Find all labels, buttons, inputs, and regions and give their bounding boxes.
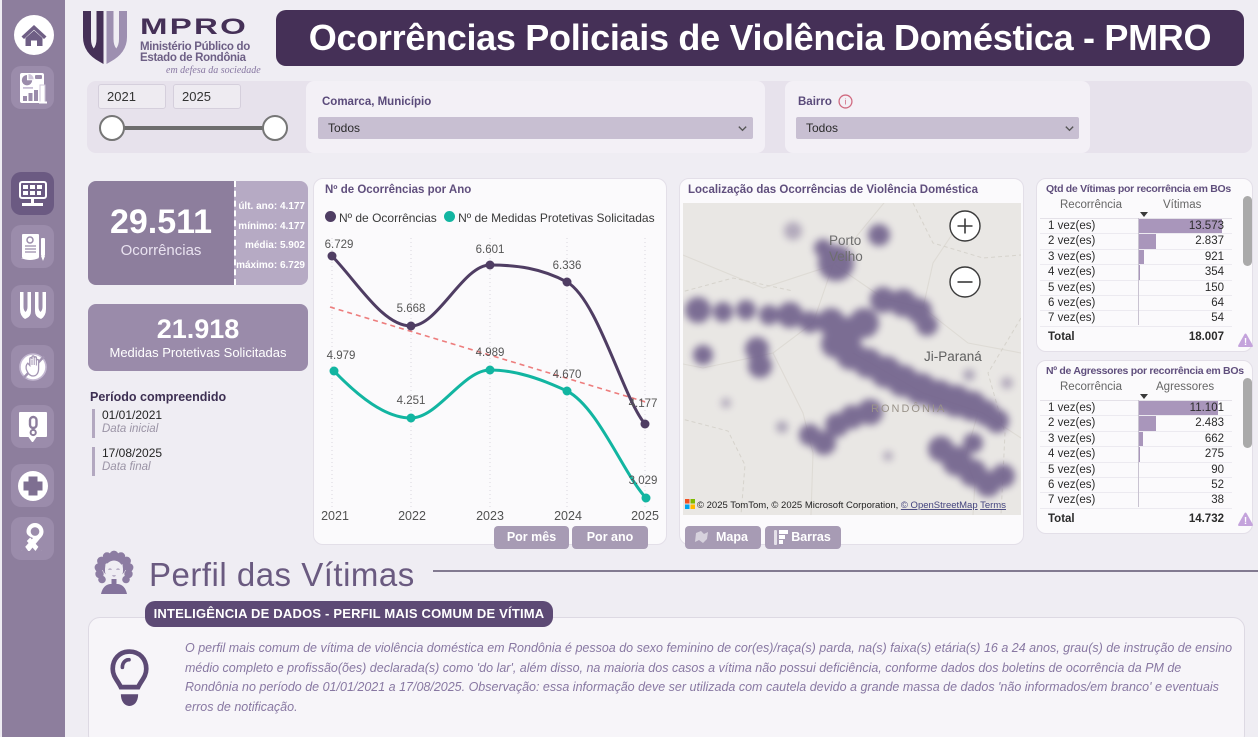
svg-text:6.729: 6.729 <box>325 239 354 251</box>
svg-text:RONDÔNIA: RONDÔNIA <box>871 402 946 415</box>
svg-text:6.601: 6.601 <box>476 244 505 256</box>
svg-text:2025: 2025 <box>631 509 659 523</box>
svg-text:2021: 2021 <box>321 509 349 523</box>
svg-text:Porto: Porto <box>829 233 861 248</box>
svg-text:2024: 2024 <box>554 509 582 523</box>
svg-text:2022: 2022 <box>398 509 426 523</box>
svg-text:6.336: 6.336 <box>553 260 582 272</box>
svg-text:4.989: 4.989 <box>476 347 505 359</box>
svg-text:2023: 2023 <box>476 509 504 523</box>
svg-text:4.251: 4.251 <box>397 395 426 407</box>
svg-text:Ji-Paraná: Ji-Paraná <box>924 349 982 364</box>
svg-text:5.668: 5.668 <box>397 303 426 315</box>
svg-text:© 2025 TomTom, © 2025 Microsof: © 2025 TomTom, © 2025 Microsoft Corporat… <box>697 500 1006 511</box>
svg-text:i: i <box>845 97 847 107</box>
svg-text:4.177: 4.177 <box>629 398 658 410</box>
svg-text:!: ! <box>1244 516 1247 526</box>
svg-text:4.979: 4.979 <box>327 350 356 362</box>
svg-text:3.029: 3.029 <box>629 475 658 487</box>
svg-text:4.670: 4.670 <box>553 369 582 381</box>
svg-text:Velho: Velho <box>829 249 863 264</box>
svg-text:!: ! <box>1244 337 1247 347</box>
